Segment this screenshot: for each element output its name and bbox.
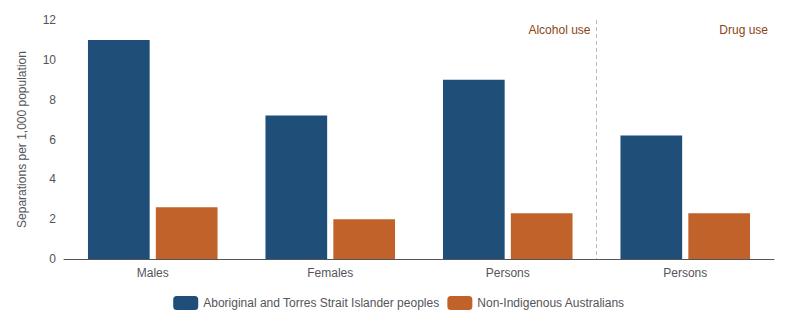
svg-text:10: 10: [43, 53, 57, 67]
svg-text:0: 0: [49, 252, 56, 266]
svg-text:4: 4: [49, 172, 56, 186]
svg-text:Persons: Persons: [663, 266, 707, 280]
svg-text:Persons: Persons: [486, 266, 530, 280]
svg-text:Drug use: Drug use: [719, 23, 768, 37]
svg-text:Non-Indigenous Australians: Non-Indigenous Australians: [477, 296, 624, 310]
svg-text:Aboriginal and Torres Strait I: Aboriginal and Torres Strait Islander pe…: [203, 296, 439, 310]
svg-text:2: 2: [49, 212, 56, 226]
svg-text:Alcohol use: Alcohol use: [528, 23, 590, 37]
svg-text:Separations per 1,000 populati: Separations per 1,000 population: [15, 51, 29, 228]
svg-text:12: 12: [43, 13, 57, 27]
svg-text:Females: Females: [307, 266, 353, 280]
svg-text:8: 8: [49, 93, 56, 107]
svg-text:Males: Males: [137, 266, 169, 280]
svg-text:6: 6: [49, 133, 56, 147]
